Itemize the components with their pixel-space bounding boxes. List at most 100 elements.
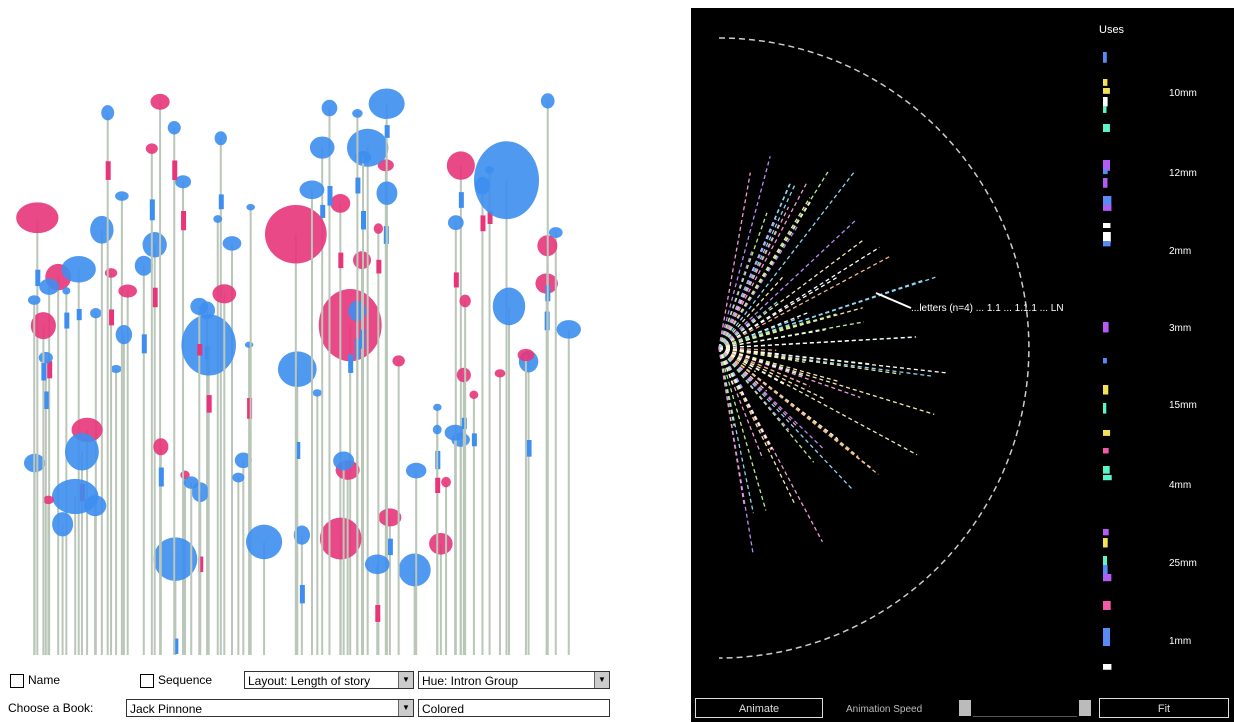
flower-head[interactable] xyxy=(494,369,506,378)
chevron-down-icon[interactable]: ▼ xyxy=(398,672,413,688)
flower-head[interactable] xyxy=(459,294,471,308)
uses-bar[interactable] xyxy=(1103,169,1108,175)
radial-ray[interactable] xyxy=(718,347,777,351)
flower-head[interactable] xyxy=(42,495,54,505)
radial-ray[interactable] xyxy=(718,172,751,349)
flower-head[interactable] xyxy=(153,438,169,456)
flower-head[interactable] xyxy=(16,202,59,234)
flower-head[interactable] xyxy=(321,99,338,117)
uses-bar[interactable] xyxy=(1103,178,1108,188)
flower-head[interactable] xyxy=(433,403,442,411)
radial-ray[interactable] xyxy=(718,336,917,349)
uses-bar[interactable] xyxy=(1103,601,1111,610)
uses-bar[interactable] xyxy=(1103,448,1109,454)
flower-head[interactable] xyxy=(277,351,317,388)
radial-ray[interactable] xyxy=(718,307,863,349)
layout-select[interactable]: Layout: Length of story ▼ xyxy=(244,671,414,689)
radial-ray[interactable] xyxy=(718,347,854,491)
chevron-down-icon[interactable]: ▼ xyxy=(398,700,413,716)
radial-ray[interactable] xyxy=(718,182,808,349)
flower-head[interactable] xyxy=(364,554,390,575)
flower-head[interactable] xyxy=(318,289,382,362)
flower-head[interactable] xyxy=(115,191,129,201)
flower-head[interactable] xyxy=(90,215,114,244)
flower-head[interactable] xyxy=(373,223,384,234)
flower-head[interactable] xyxy=(405,462,427,479)
radial-ray[interactable] xyxy=(718,313,837,349)
flower-head[interactable] xyxy=(378,508,402,527)
uses-bar[interactable] xyxy=(1103,430,1111,436)
flower-head[interactable] xyxy=(214,131,227,146)
flower-head[interactable] xyxy=(115,324,133,345)
uses-bar[interactable] xyxy=(1103,97,1108,107)
radial-ray[interactable] xyxy=(718,347,879,476)
uses-bar[interactable] xyxy=(1103,79,1108,86)
flower-head[interactable] xyxy=(548,227,563,238)
uses-bar[interactable] xyxy=(1103,628,1111,638)
flower-head[interactable] xyxy=(61,255,96,283)
flower-head[interactable] xyxy=(213,215,223,223)
flower-head[interactable] xyxy=(101,105,115,121)
flower-head[interactable] xyxy=(38,351,53,364)
speed-slider-right-arrow[interactable] xyxy=(1079,700,1091,716)
flower-head[interactable] xyxy=(27,295,41,305)
flower-head[interactable] xyxy=(469,390,479,400)
flower-head[interactable] xyxy=(441,476,451,488)
flower-head[interactable] xyxy=(540,93,555,109)
uses-bar[interactable] xyxy=(1103,52,1107,63)
flower-head[interactable] xyxy=(150,93,170,110)
uses-bar[interactable] xyxy=(1103,664,1112,670)
flower-head[interactable] xyxy=(65,432,99,471)
flower-head[interactable] xyxy=(556,320,581,339)
uses-bar[interactable] xyxy=(1103,205,1112,211)
flower-head[interactable] xyxy=(175,175,192,189)
radial-ray[interactable] xyxy=(718,347,901,375)
animate-button[interactable]: Animate xyxy=(695,698,823,718)
flower-head[interactable] xyxy=(244,341,254,348)
flower-head[interactable] xyxy=(118,284,138,298)
radial-ray[interactable] xyxy=(718,156,771,349)
flower-head[interactable] xyxy=(447,215,464,230)
flower-head[interactable] xyxy=(368,88,405,119)
uses-bar[interactable] xyxy=(1103,160,1111,171)
uses-bar[interactable] xyxy=(1103,466,1110,474)
radial-ray[interactable] xyxy=(718,317,800,349)
checkbox-box[interactable] xyxy=(10,673,24,688)
chevron-down-icon[interactable]: ▼ xyxy=(594,672,609,688)
radial-ray[interactable] xyxy=(718,184,790,349)
uses-bar[interactable] xyxy=(1103,322,1109,333)
flower-head[interactable] xyxy=(142,232,167,258)
radial-ray[interactable] xyxy=(718,347,815,463)
flower-head[interactable] xyxy=(492,287,526,326)
speed-slider-track[interactable] xyxy=(973,700,1077,717)
flower-head[interactable] xyxy=(212,284,237,304)
flower-head[interactable] xyxy=(376,181,398,206)
flower-head[interactable] xyxy=(299,180,325,200)
flower-head[interactable] xyxy=(392,355,405,367)
radial-ray[interactable] xyxy=(718,347,764,460)
radial-ray[interactable] xyxy=(718,347,796,505)
radial-ray[interactable] xyxy=(718,170,856,349)
uses-bar[interactable] xyxy=(1103,529,1109,536)
radial-ray[interactable] xyxy=(718,347,931,377)
flower-head[interactable] xyxy=(245,524,283,560)
uses-bar[interactable] xyxy=(1103,124,1110,132)
radial-ray[interactable] xyxy=(718,347,799,428)
radial-ray[interactable] xyxy=(718,347,773,450)
radial-ray[interactable] xyxy=(718,347,947,374)
uses-bar[interactable] xyxy=(1103,385,1109,395)
flower-head[interactable] xyxy=(181,314,236,376)
radial-canvas[interactable] xyxy=(691,8,1234,698)
flower-head[interactable] xyxy=(145,143,158,154)
uses-bar[interactable] xyxy=(1103,232,1111,243)
radial-ray[interactable] xyxy=(718,300,780,349)
radial-ray[interactable] xyxy=(718,218,777,349)
flower-head[interactable] xyxy=(52,512,74,537)
uses-bar[interactable] xyxy=(1103,637,1110,647)
flower-head[interactable] xyxy=(183,476,199,489)
radial-ray[interactable] xyxy=(718,206,790,349)
name-checkbox[interactable]: Name xyxy=(10,672,60,688)
flower-head[interactable] xyxy=(264,205,327,264)
uses-bar[interactable] xyxy=(1103,565,1108,576)
radial-ray[interactable] xyxy=(718,171,829,349)
